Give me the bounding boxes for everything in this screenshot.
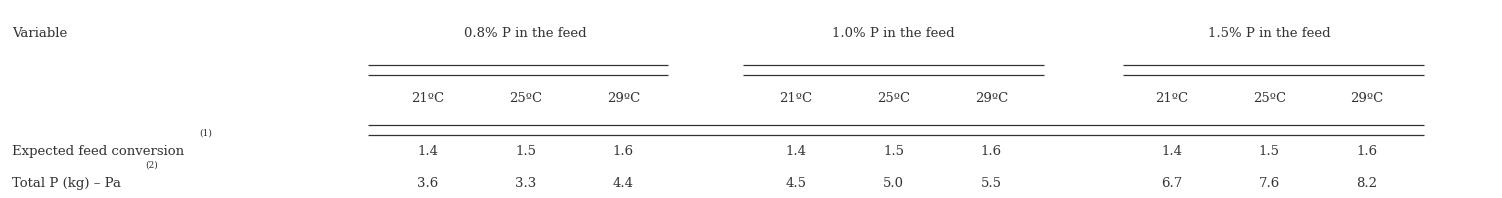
Text: 1.6: 1.6	[613, 145, 634, 158]
Text: 29ºC: 29ºC	[607, 92, 640, 106]
Text: Variable: Variable	[12, 27, 68, 40]
Text: 21ºC: 21ºC	[412, 92, 445, 106]
Text: 1.0% P in the feed: 1.0% P in the feed	[832, 27, 955, 40]
Text: 25ºC: 25ºC	[877, 92, 910, 106]
Text: 29ºC: 29ºC	[975, 92, 1008, 106]
Text: 5.5: 5.5	[981, 177, 1002, 190]
Text: 25ºC: 25ºC	[509, 92, 542, 106]
Text: 7.6: 7.6	[1259, 177, 1280, 190]
Text: 0.8% P in the feed: 0.8% P in the feed	[464, 27, 587, 40]
Text: (2): (2)	[144, 160, 158, 169]
Text: 5.0: 5.0	[883, 177, 904, 190]
Text: (1): (1)	[200, 129, 212, 138]
Text: 6.7: 6.7	[1161, 177, 1182, 190]
Text: 1.4: 1.4	[418, 145, 439, 158]
Text: 1.4: 1.4	[786, 145, 807, 158]
Text: 1.6: 1.6	[1356, 145, 1377, 158]
Text: 1.5% P in the feed: 1.5% P in the feed	[1208, 27, 1331, 40]
Text: 1.6: 1.6	[981, 145, 1002, 158]
Text: Expected feed conversion: Expected feed conversion	[12, 145, 185, 158]
Text: 4.4: 4.4	[613, 177, 634, 190]
Text: 8.2: 8.2	[1356, 177, 1377, 190]
Text: 3.6: 3.6	[418, 177, 439, 190]
Text: 3.3: 3.3	[515, 177, 536, 190]
Text: 21ºC: 21ºC	[780, 92, 813, 106]
Text: Total P (kg) – Pa: Total P (kg) – Pa	[12, 177, 122, 190]
Text: 1.4: 1.4	[1161, 145, 1182, 158]
Text: 4.5: 4.5	[786, 177, 807, 190]
Text: 21ºC: 21ºC	[1155, 92, 1188, 106]
Text: 25ºC: 25ºC	[1253, 92, 1286, 106]
Text: 1.5: 1.5	[1259, 145, 1280, 158]
Text: 1.5: 1.5	[515, 145, 536, 158]
Text: 1.5: 1.5	[883, 145, 904, 158]
Text: 29ºC: 29ºC	[1350, 92, 1383, 106]
